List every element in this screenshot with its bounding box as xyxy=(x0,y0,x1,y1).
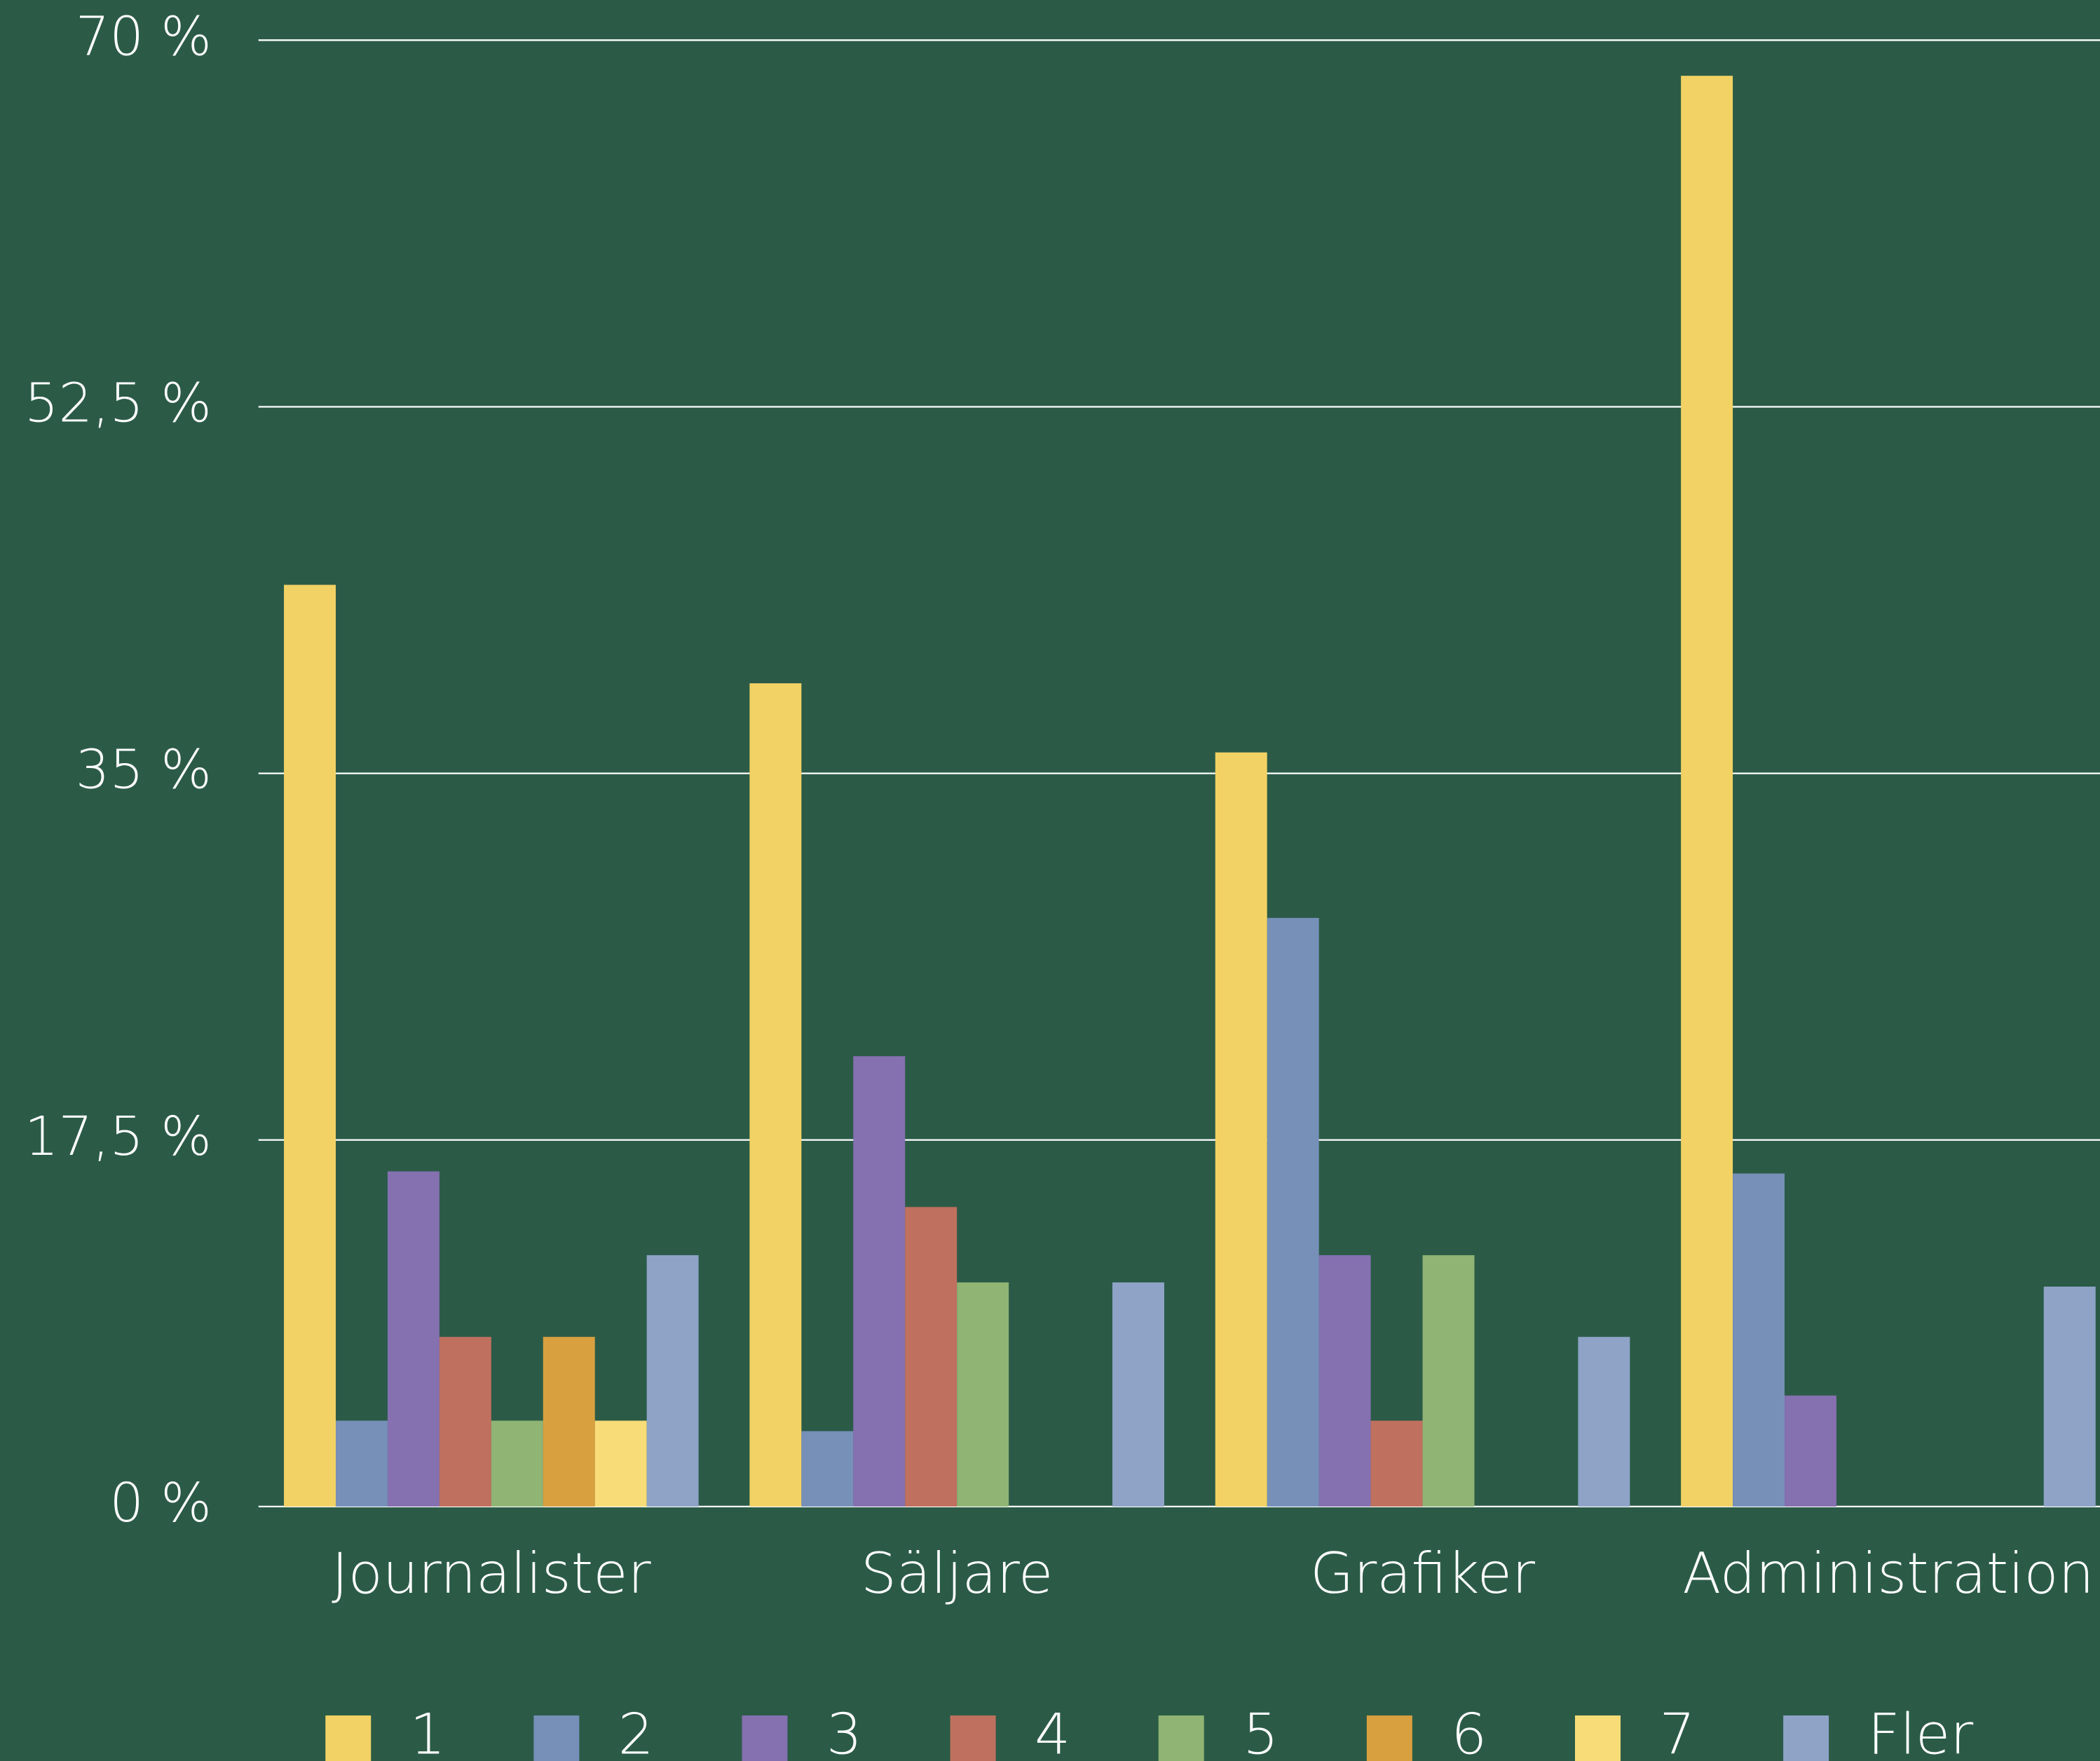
bar xyxy=(491,1420,543,1507)
x-tick-label: Journalister xyxy=(332,1541,650,1606)
x-tick-label: Administration xyxy=(1682,1541,2094,1606)
legend-swatch xyxy=(1366,1715,1412,1761)
bar xyxy=(387,1171,439,1507)
bar xyxy=(957,1282,1009,1507)
legend-swatch xyxy=(950,1715,996,1761)
y-tick-label: 17,5 % xyxy=(25,1106,212,1168)
bar xyxy=(594,1420,647,1507)
bar xyxy=(543,1336,595,1507)
legend-swatch xyxy=(742,1715,788,1761)
y-tick-label: 0 % xyxy=(109,1472,212,1535)
bar xyxy=(1733,1173,1785,1507)
legend-swatch xyxy=(1158,1715,1204,1761)
bar xyxy=(336,1420,388,1507)
bar xyxy=(853,1056,906,1507)
legend-label: Fler xyxy=(1867,1702,1973,1761)
bar xyxy=(1370,1420,1423,1507)
bar xyxy=(1267,917,1319,1507)
y-tick-label: 70 % xyxy=(76,6,212,68)
legend-label: 5 xyxy=(1243,1702,1279,1761)
bar xyxy=(801,1431,854,1507)
bar xyxy=(284,584,336,1507)
y-tick-label: 35 % xyxy=(76,739,212,802)
bar xyxy=(1681,76,1733,1507)
legend-label: 4 xyxy=(1035,1702,1070,1761)
bar xyxy=(2043,1287,2096,1507)
bar xyxy=(1318,1255,1371,1507)
bar xyxy=(749,683,802,1507)
y-tick-label: 52,5 % xyxy=(25,372,212,434)
bar xyxy=(1422,1255,1475,1507)
legend-label: 2 xyxy=(618,1702,654,1761)
x-tick-label: Säljare xyxy=(861,1541,1053,1606)
legend-label: 7 xyxy=(1659,1702,1695,1761)
legend-swatch xyxy=(1575,1715,1621,1761)
legend-swatch xyxy=(1783,1715,1829,1761)
bar xyxy=(1578,1336,1630,1507)
legend-swatch xyxy=(533,1715,580,1761)
bar xyxy=(1785,1395,1836,1507)
bar xyxy=(905,1207,957,1507)
legend-label: 1 xyxy=(410,1702,446,1761)
legend-label: 6 xyxy=(1451,1702,1487,1761)
x-tick-label: Grafiker xyxy=(1310,1541,1535,1606)
bar xyxy=(439,1336,491,1507)
bar xyxy=(1215,752,1267,1507)
legend-label: 3 xyxy=(826,1702,862,1761)
bar xyxy=(646,1255,699,1507)
legend-swatch xyxy=(325,1715,371,1761)
bar xyxy=(1112,1282,1164,1507)
